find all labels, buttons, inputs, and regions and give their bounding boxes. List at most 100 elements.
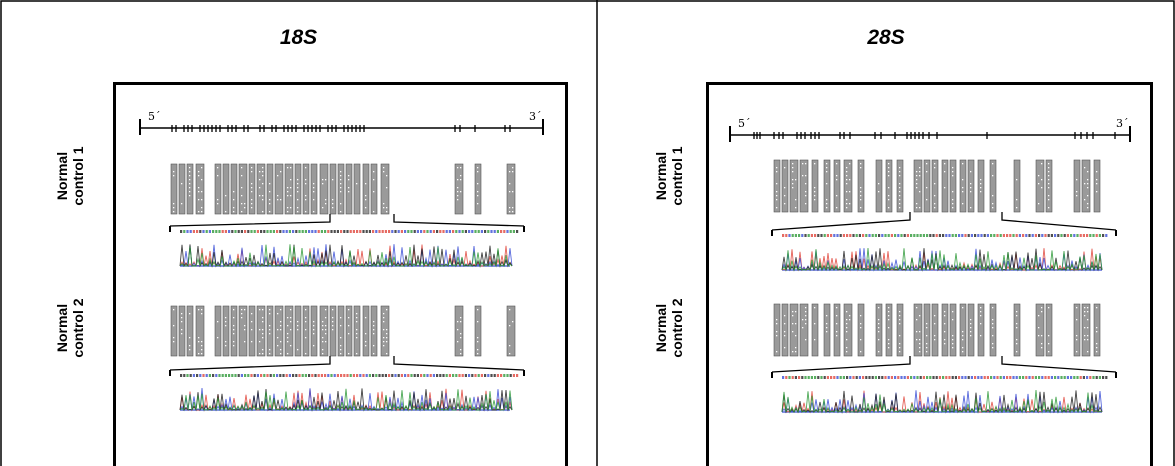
sequence-letter xyxy=(352,230,355,233)
block-dot xyxy=(926,171,928,173)
block-dot xyxy=(916,183,918,185)
block-dot xyxy=(373,353,375,355)
sequence-letter xyxy=(1073,234,1076,237)
block-dot xyxy=(356,317,358,319)
sequence-letter xyxy=(320,230,323,233)
block-dot xyxy=(1076,351,1078,353)
block-dot xyxy=(509,353,511,355)
block-dot xyxy=(805,315,807,317)
methylation-block xyxy=(781,159,789,213)
block-dot xyxy=(888,307,890,309)
block-dot xyxy=(814,199,816,201)
sequence-letter xyxy=(487,374,490,377)
block-dot xyxy=(233,309,235,311)
sequence-letter xyxy=(1098,376,1101,379)
block-dot xyxy=(826,203,828,205)
sequence-letter xyxy=(336,374,339,377)
block-dot xyxy=(860,187,862,189)
methylation-block xyxy=(931,159,939,213)
block-dot xyxy=(826,331,828,333)
sequence-letter xyxy=(823,234,826,237)
sequence-letter xyxy=(1102,234,1105,237)
methylation-block xyxy=(266,163,274,215)
block-dot xyxy=(888,207,890,209)
block-dot xyxy=(1084,327,1086,329)
block-dot xyxy=(181,329,183,331)
sequence-letter xyxy=(791,376,794,379)
block-dot xyxy=(784,187,786,189)
block-dot xyxy=(836,207,838,209)
sequence-letter xyxy=(916,234,919,237)
sequence-letter xyxy=(1034,376,1037,379)
block-dot xyxy=(899,183,901,185)
sequence-letter xyxy=(343,374,346,377)
block-dot xyxy=(297,199,299,201)
methylation-block xyxy=(823,303,831,357)
block-dot xyxy=(181,321,183,323)
five-prime-label: 5´ xyxy=(738,117,751,130)
block-dot xyxy=(201,167,203,169)
sequence-letter xyxy=(378,374,381,377)
sequence-letter xyxy=(1006,376,1009,379)
methylation-block xyxy=(195,163,205,215)
block-dot xyxy=(899,191,901,193)
block-dot xyxy=(241,175,243,177)
sequence-letter xyxy=(833,234,836,237)
sequence-letter xyxy=(516,374,519,377)
methylation-block xyxy=(370,163,378,215)
block-dot xyxy=(287,337,289,339)
block-dot xyxy=(919,351,921,353)
block-dot xyxy=(509,325,511,327)
methylation-block xyxy=(474,305,482,357)
block-dot xyxy=(201,349,203,351)
methylation-block xyxy=(789,159,799,213)
methylation-block xyxy=(238,305,248,357)
sequence-letter xyxy=(455,374,458,377)
block-dot xyxy=(899,323,901,325)
sequence-letter xyxy=(788,376,791,379)
zoom-line xyxy=(1001,212,1117,231)
block-dot xyxy=(457,191,459,193)
block-dot xyxy=(348,317,350,319)
sequence-letter xyxy=(894,376,897,379)
methylation-block xyxy=(941,159,949,213)
block-dot xyxy=(962,347,964,349)
methylation-block xyxy=(274,163,284,215)
block-dot xyxy=(776,319,778,321)
block-dot xyxy=(1087,203,1089,205)
block-dot xyxy=(241,203,243,205)
sequence-letter xyxy=(394,230,397,233)
block-dot xyxy=(325,341,327,343)
methylation-block xyxy=(345,305,353,357)
methylation-block xyxy=(294,163,302,215)
methylation-block xyxy=(773,303,781,357)
block-dot xyxy=(878,339,880,341)
sequence-letter xyxy=(1022,234,1025,237)
block-dot xyxy=(348,187,350,189)
methylation-block xyxy=(353,163,361,215)
block-dot xyxy=(290,329,292,331)
methylation-block xyxy=(913,159,923,213)
sequence-frame xyxy=(113,82,568,466)
methylation-block xyxy=(230,163,238,215)
block-dot xyxy=(244,341,246,343)
block-dot xyxy=(888,347,890,349)
block-dot xyxy=(992,207,994,209)
block-dot xyxy=(919,175,921,177)
block-dot xyxy=(860,163,862,165)
block-dot xyxy=(980,187,982,189)
block-dot xyxy=(899,351,901,353)
sequence-letter xyxy=(426,230,429,233)
sequence-letter xyxy=(999,376,1002,379)
sequence-letter xyxy=(922,376,925,379)
block-dot xyxy=(836,175,838,177)
block-dot xyxy=(340,211,342,213)
block-dot xyxy=(269,191,271,193)
block-dot xyxy=(477,341,479,343)
block-dot xyxy=(919,167,921,169)
block-dot xyxy=(262,317,264,319)
block-dot xyxy=(386,175,388,177)
block-dot xyxy=(846,203,848,205)
sequence-letter xyxy=(996,234,999,237)
block-dot xyxy=(1016,343,1018,345)
